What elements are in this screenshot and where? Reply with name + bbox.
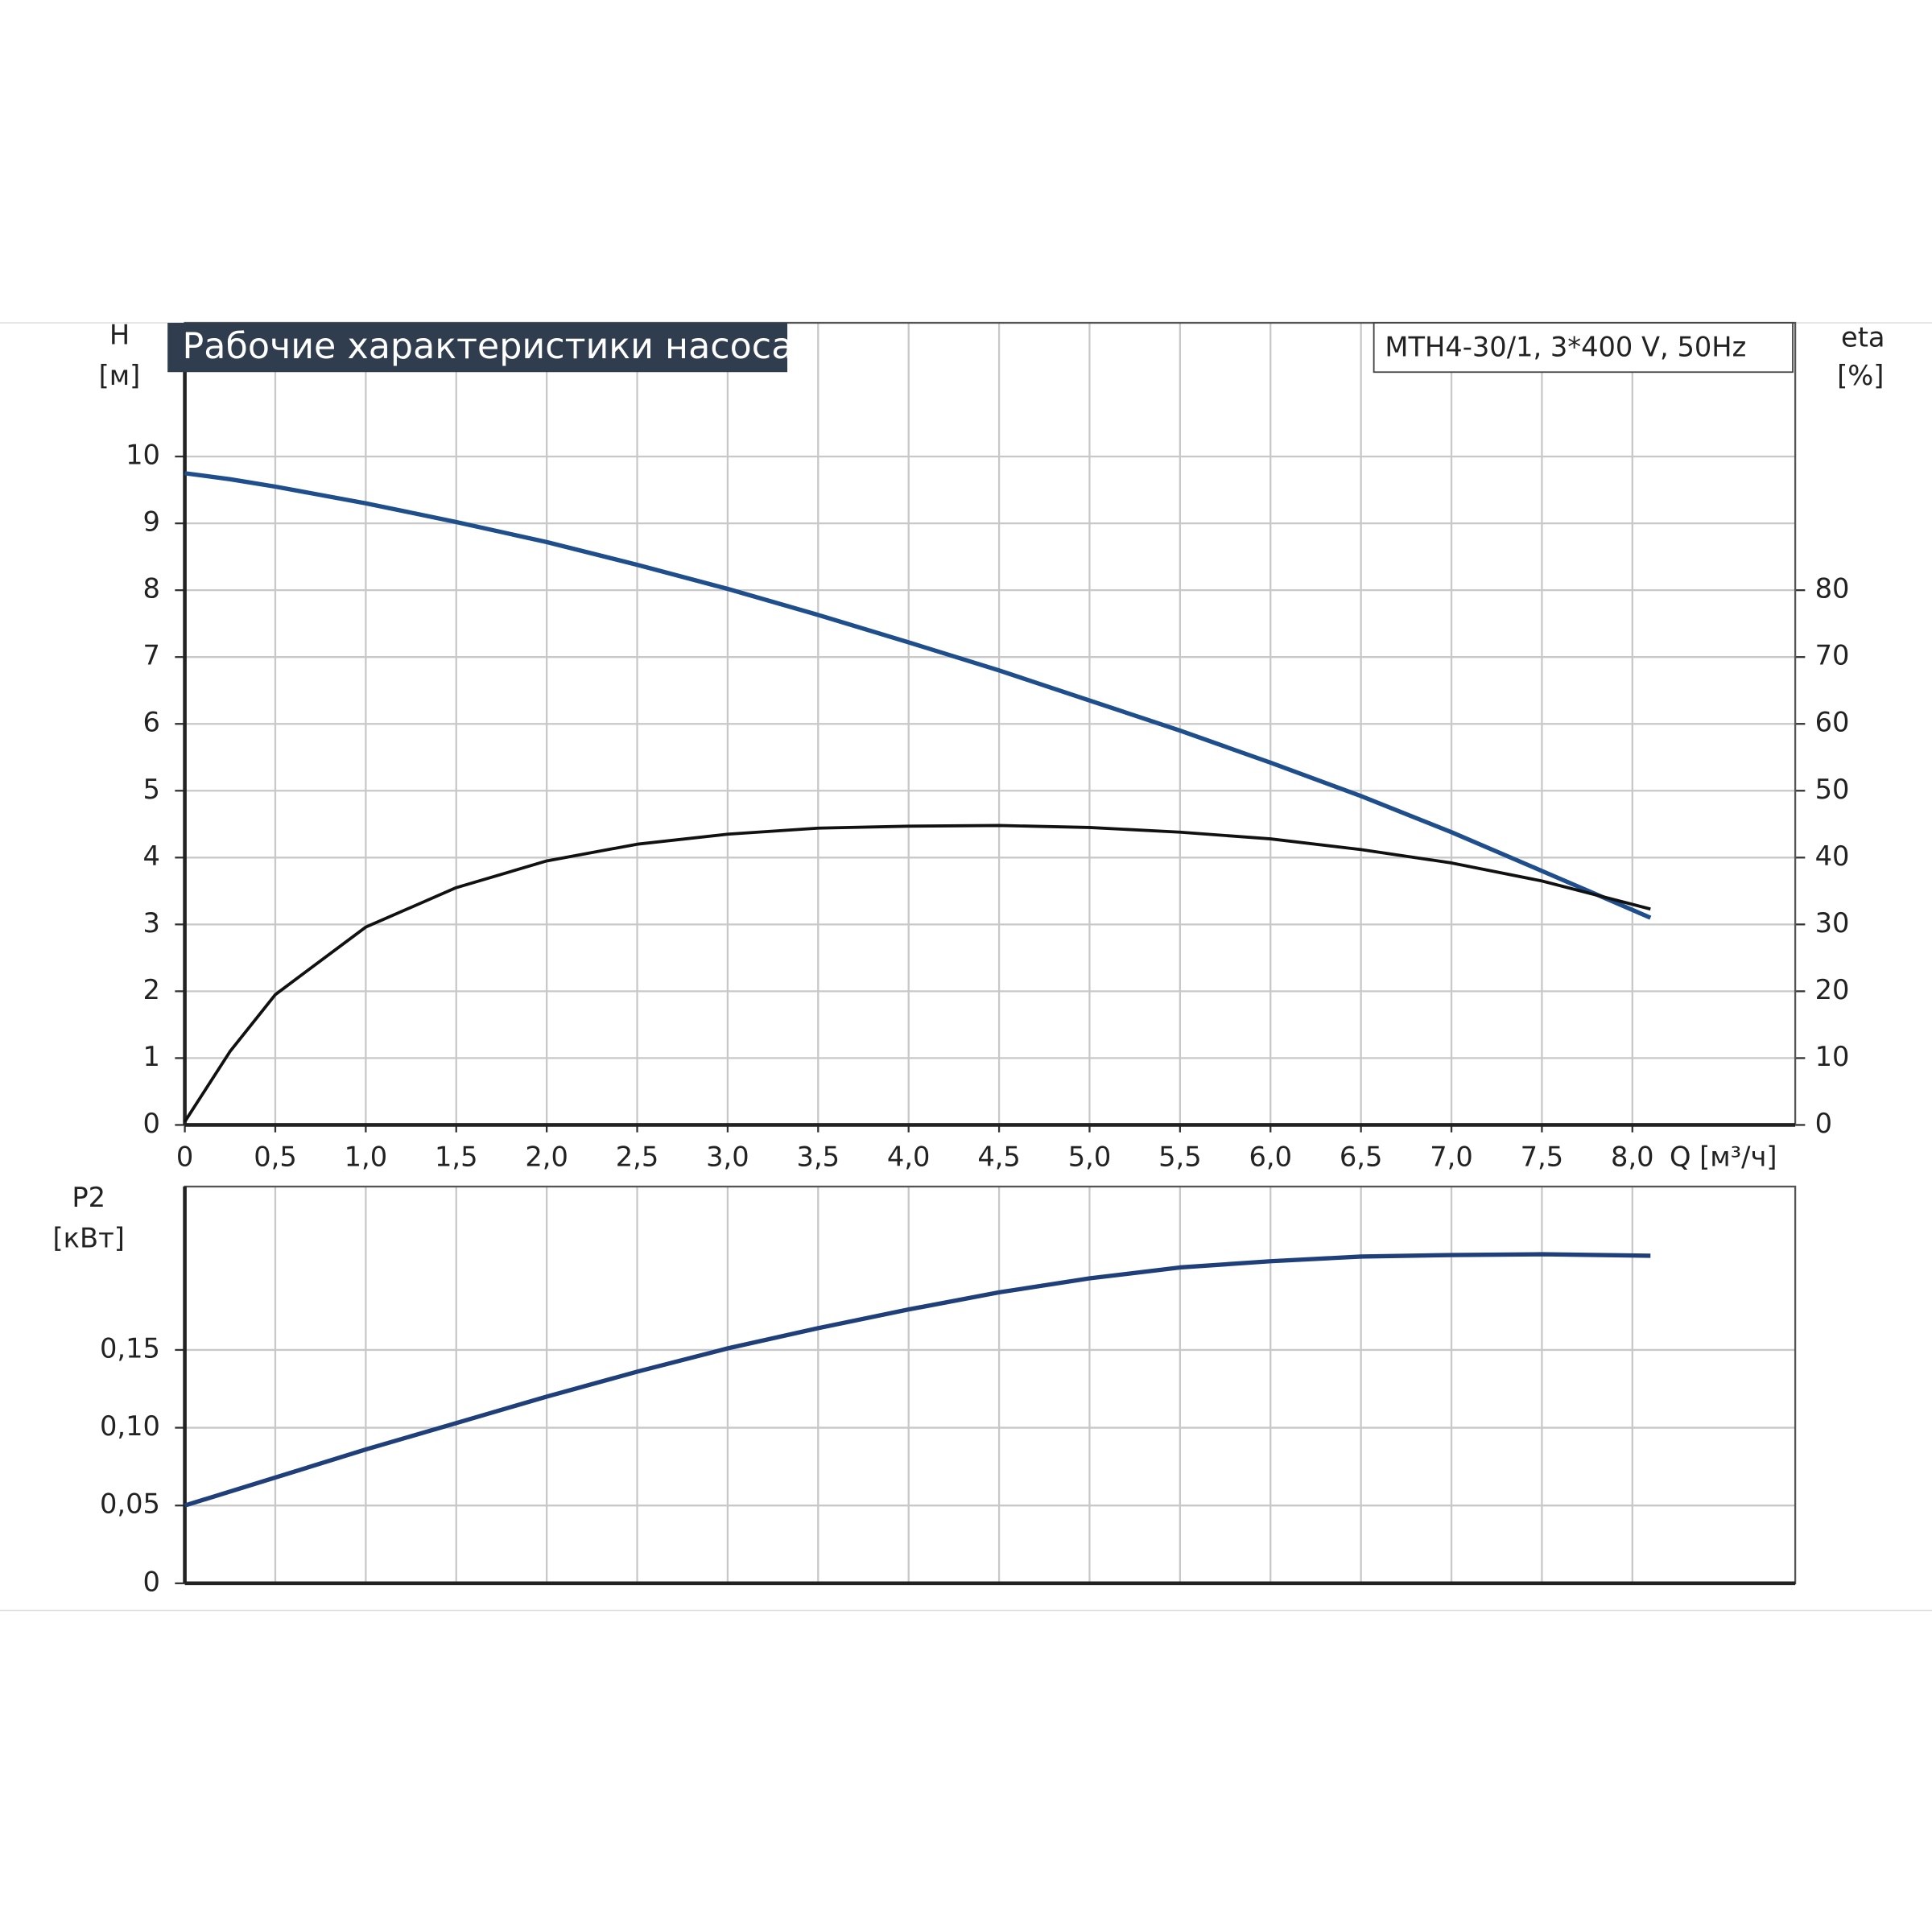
x-tick-label: 0,5 xyxy=(254,1141,297,1172)
x-tick-label: 2,0 xyxy=(525,1141,568,1172)
y-tick-label: 7 xyxy=(143,640,160,671)
y2-tick-label: 70 xyxy=(1815,640,1850,671)
y-tick-label: 5 xyxy=(143,774,160,805)
y2-tick-label: 80 xyxy=(1815,573,1850,605)
x-tick-label: 1,5 xyxy=(435,1141,478,1172)
plots: 0 0,5 1,0 1,5 2,0 2,5 3,0 3,5 4,0 4,5 5,0 5,5 6,0 6,5… xyxy=(100,321,1850,1597)
x-tick-label: 2,5 xyxy=(616,1141,659,1172)
y2-tick-label: 0 xyxy=(1815,1108,1832,1139)
y-axis-label: H xyxy=(109,319,130,350)
y2-axis-label: eta xyxy=(1841,321,1885,353)
model-label: MTH4-30/1, 3*400 V, 50Hz xyxy=(1385,332,1746,363)
y2-tick-label: 50 xyxy=(1815,774,1850,805)
y-tick-label: 0,15 xyxy=(100,1332,160,1364)
x-tick-label: 1,0 xyxy=(345,1141,388,1172)
y-axis-unit: [кВт] xyxy=(53,1222,125,1253)
y2-tick-label: 60 xyxy=(1815,707,1850,738)
x-tick-label: 3,0 xyxy=(706,1141,749,1172)
x-tick-label: 7,0 xyxy=(1430,1141,1473,1172)
x-tick-label: 6,5 xyxy=(1340,1141,1383,1172)
curve xyxy=(183,824,1651,1123)
y-tick-label: 0,05 xyxy=(100,1488,160,1520)
y-tick-label: 0,10 xyxy=(100,1410,160,1442)
x-tick-label: 4,0 xyxy=(887,1141,931,1172)
x-tick-label: 7,5 xyxy=(1521,1141,1564,1172)
y-axis-unit: [м] xyxy=(99,360,141,391)
y-tick-label: 4 xyxy=(143,840,160,872)
y-tick-label: 1 xyxy=(143,1041,160,1072)
x-tick-label: 3,5 xyxy=(797,1141,840,1172)
y-axis-label: P2 xyxy=(72,1182,105,1213)
y2-tick-label: 40 xyxy=(1815,840,1850,872)
y-tick-label: 0 xyxy=(143,1108,160,1139)
curve xyxy=(184,1252,1651,1508)
curve xyxy=(184,471,1652,920)
y-tick-label: 8 xyxy=(143,573,160,605)
model-box xyxy=(1373,322,1794,374)
y2-tick-label: 20 xyxy=(1815,974,1850,1005)
x-axis-label: Q [м³/ч] xyxy=(1670,1141,1777,1172)
x-tick-label: 0 xyxy=(176,1141,193,1172)
y-tick-label: 2 xyxy=(143,974,160,1005)
y2-tick-label: 10 xyxy=(1815,1041,1850,1072)
chart-title: Рабочие характеристики насоса xyxy=(183,326,794,367)
x-tick-label: 5,5 xyxy=(1158,1141,1202,1172)
y2-tick-label: 30 xyxy=(1815,907,1850,939)
y-tick-label: 3 xyxy=(143,907,160,939)
x-tick-label: 6,0 xyxy=(1249,1141,1292,1172)
x-tick-label: 8,0 xyxy=(1611,1141,1654,1172)
y-tick-label: 6 xyxy=(143,707,160,738)
y2-axis-unit: [%] xyxy=(1837,360,1884,391)
x-tick-label: 5,0 xyxy=(1068,1141,1112,1172)
y-tick-label: 0 xyxy=(143,1566,160,1597)
y-tick-label: 10 xyxy=(126,440,160,471)
plot-frame xyxy=(184,1185,1797,1584)
x-tick-label: 4,5 xyxy=(977,1141,1021,1172)
y-tick-label: 9 xyxy=(143,506,160,538)
title-box xyxy=(167,323,788,373)
